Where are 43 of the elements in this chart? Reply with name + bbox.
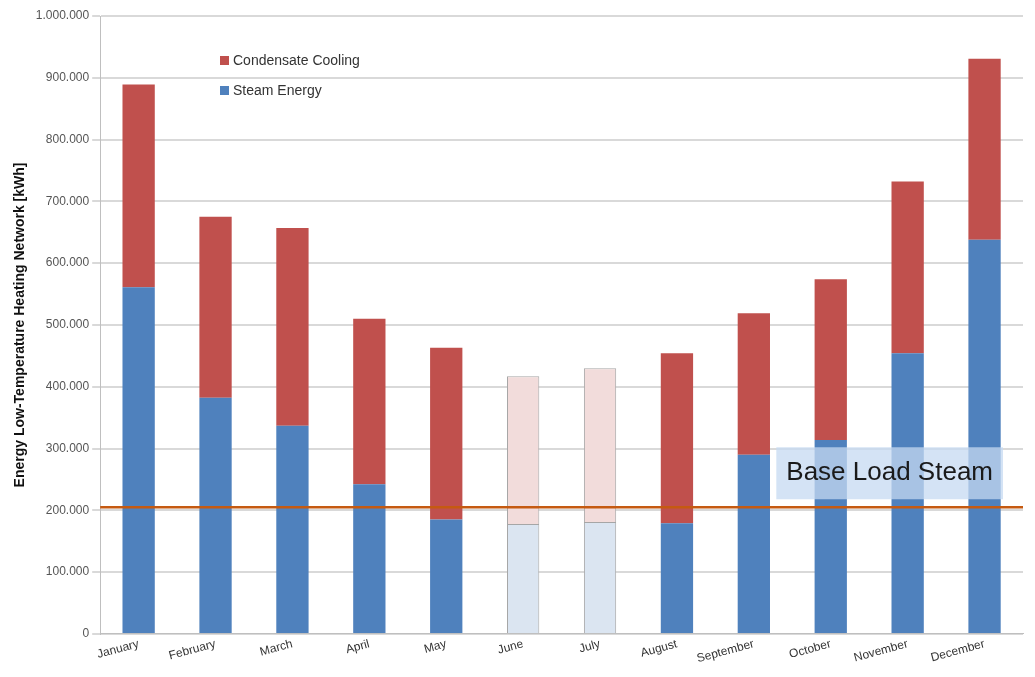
y-tick-label: 200.000 <box>45 502 90 517</box>
x-tick-label: June <box>496 636 526 657</box>
bar <box>122 84 155 288</box>
legend-label: Steam Energy <box>233 82 322 98</box>
x-tick-label: April <box>344 636 371 657</box>
bar <box>891 181 924 354</box>
bar <box>353 318 386 485</box>
y-tick-label: 800.000 <box>45 131 90 146</box>
bar <box>430 347 463 520</box>
x-tick-label: January <box>95 636 141 661</box>
x-tick-label: July <box>577 636 602 656</box>
y-tick-label: 500.000 <box>45 317 90 332</box>
y-tick-label: 0 <box>82 626 90 641</box>
y-tick-label: 300.000 <box>45 440 90 455</box>
ref-line-label: Base Load Steam <box>786 456 994 487</box>
x-tick-label: December <box>929 636 987 665</box>
x-tick-label: March <box>258 636 295 659</box>
bar <box>737 454 770 633</box>
x-tick-label: August <box>638 636 680 660</box>
y-tick-label: 400.000 <box>45 379 90 394</box>
bar <box>122 287 155 633</box>
bar <box>199 397 232 633</box>
x-tick-label: February <box>167 636 218 663</box>
x-tick-label: October <box>787 636 833 661</box>
bar <box>660 353 694 524</box>
legend-label: Condensate Cooling <box>233 52 360 68</box>
bar <box>814 279 847 440</box>
y-tick-label: 1.000.000 <box>35 8 90 23</box>
bar <box>276 227 309 426</box>
bar <box>737 313 770 455</box>
x-tick-label: November <box>852 636 910 665</box>
y-tick-label: 700.000 <box>45 193 90 208</box>
bar <box>430 519 463 633</box>
x-tick-label: May <box>422 636 448 656</box>
y-tick-label: 600.000 <box>45 255 90 270</box>
y-tick-label: 100.000 <box>45 564 90 579</box>
bar <box>199 216 232 398</box>
y-tick-label: 900.000 <box>45 70 90 85</box>
bar <box>353 484 386 633</box>
y-axis-title: Energy Low-Temperature Heating Network [kWh] <box>11 162 28 488</box>
bar <box>968 58 1001 240</box>
bar <box>276 425 309 633</box>
bar <box>660 523 694 633</box>
